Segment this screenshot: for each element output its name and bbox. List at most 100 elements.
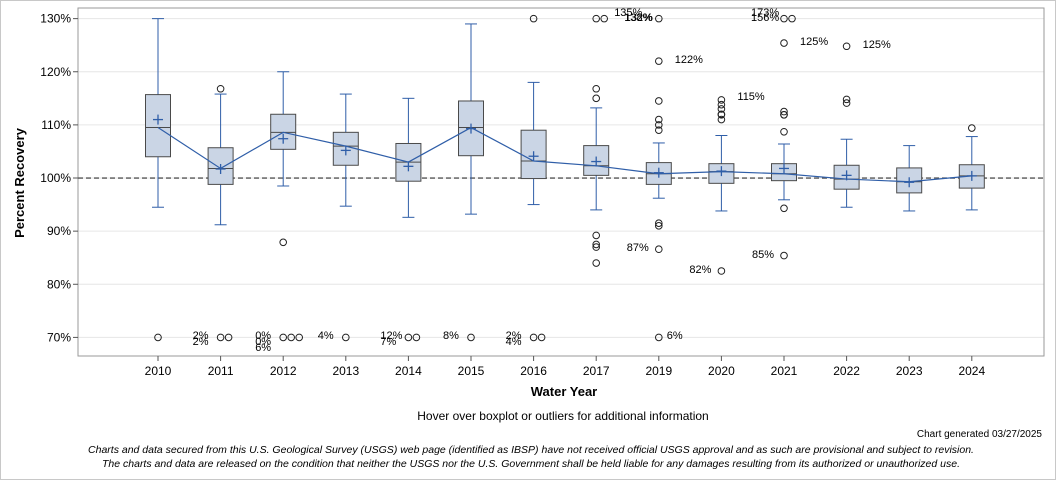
- x-tick-label: 2023: [896, 364, 923, 378]
- box-2013[interactable]: [332, 93, 359, 207]
- outlier-point[interactable]: [842, 99, 851, 107]
- outlier-point[interactable]: [655, 245, 663, 254]
- box-2019[interactable]: [645, 142, 672, 199]
- x-tick-label: 2021: [771, 364, 798, 378]
- y-tick-label: 120%: [40, 65, 71, 79]
- outlier-point[interactable]: [154, 333, 162, 342]
- outlier-annotation: 2%: [192, 336, 209, 349]
- x-tick-label: 2022: [833, 364, 860, 378]
- outlier-point[interactable]: [295, 333, 304, 342]
- outlier-point[interactable]: [655, 333, 663, 342]
- outlier-point[interactable]: [655, 97, 663, 105]
- x-tick-label: 2024: [958, 364, 985, 378]
- plot-area-border: [77, 7, 1045, 357]
- box-2017[interactable]: [583, 107, 610, 211]
- x-tick-label: 2011: [208, 364, 234, 378]
- outlier-point[interactable]: [655, 219, 663, 227]
- outlier-point[interactable]: [780, 127, 788, 136]
- box-2023[interactable]: [896, 145, 923, 212]
- outlier-point[interactable]: [717, 110, 726, 119]
- outlier-annotation: 138%: [624, 11, 653, 24]
- box-2015[interactable]: [458, 23, 484, 215]
- outlier-point[interactable]: [529, 333, 538, 342]
- outlier-annotation: 4%: [505, 336, 522, 349]
- outlier-point[interactable]: [780, 110, 788, 119]
- outlier-point[interactable]: [655, 57, 663, 65]
- outlier-point[interactable]: [655, 121, 663, 129]
- outlier-point[interactable]: [592, 231, 601, 240]
- iqr-box: [458, 100, 484, 157]
- outlier-annotation: 115%: [737, 91, 765, 104]
- outliers[interactable]: [154, 14, 976, 342]
- box-2022[interactable]: [833, 138, 860, 208]
- x-tick-label: 2020: [708, 364, 735, 378]
- outlier-point[interactable]: [655, 115, 663, 124]
- x-tick-label: 2014: [395, 364, 422, 378]
- iqr-box: [145, 94, 171, 158]
- outlier-point[interactable]: [279, 333, 288, 342]
- outlier-point[interactable]: [780, 107, 788, 116]
- outlier-annotation: 0%: [255, 336, 272, 349]
- outlier-point[interactable]: [592, 94, 601, 103]
- outlier-point[interactable]: [717, 96, 726, 104]
- outlier-annotation: 87%: [626, 242, 649, 255]
- outlier-point[interactable]: [592, 84, 601, 93]
- outlier-point[interactable]: [788, 14, 796, 23]
- outlier-point[interactable]: [216, 84, 225, 93]
- outlier-point[interactable]: [412, 333, 421, 342]
- outlier-point[interactable]: [224, 333, 233, 342]
- box-2024[interactable]: [958, 136, 985, 211]
- hover-note: Hover over boxplot or outliers for addit…: [417, 409, 709, 423]
- box-2012[interactable]: [270, 71, 297, 187]
- outlier-point[interactable]: [216, 333, 225, 342]
- outlier-point[interactable]: [780, 251, 788, 260]
- outlier-point[interactable]: [655, 14, 663, 23]
- outlier-point[interactable]: [592, 259, 601, 267]
- x-tick-label: 2017: [583, 364, 610, 378]
- outlier-point[interactable]: [968, 124, 976, 132]
- outlier-point[interactable]: [717, 267, 726, 275]
- outlier-point[interactable]: [529, 14, 538, 23]
- outlier-point[interactable]: [717, 105, 726, 113]
- outlier-point[interactable]: [600, 14, 609, 23]
- box-2021[interactable]: [771, 143, 797, 201]
- y-tick-label: 90%: [47, 224, 71, 238]
- boxplot-chart[interactable]: 70% 80% 90% 100% 110% 120% 130% 2010 2011 2012 201…: [0, 0, 1056, 400]
- outlier-point[interactable]: [717, 115, 726, 124]
- outlier-point[interactable]: [467, 333, 475, 342]
- box-2016[interactable]: [520, 81, 547, 206]
- box-2011[interactable]: [207, 93, 234, 226]
- outlier-point[interactable]: [780, 204, 788, 213]
- outlier-point[interactable]: [655, 126, 663, 134]
- x-tick-label: 2016: [520, 364, 547, 378]
- outlier-annotation: 82%: [689, 263, 712, 276]
- outlier-point[interactable]: [655, 222, 663, 230]
- x-tick-label: 2013: [332, 364, 359, 378]
- iqr-box: [207, 147, 234, 185]
- outlier-point[interactable]: [404, 333, 413, 342]
- chart-generated-date: Chart generated 03/27/2025: [916, 429, 1042, 440]
- outlier-point[interactable]: [279, 238, 288, 247]
- y-tick-label: 110%: [41, 118, 71, 132]
- y-axis-title: Percent Recovery: [12, 127, 27, 238]
- box-2020[interactable]: [708, 135, 735, 212]
- outlier-point[interactable]: [717, 100, 726, 109]
- boxes[interactable]: [145, 18, 985, 226]
- outlier-point[interactable]: [842, 42, 851, 51]
- outlier-annotation: 2%: [192, 330, 209, 343]
- outlier-point[interactable]: [780, 14, 788, 23]
- x-tick-label: 2012: [270, 364, 297, 378]
- outlier-point[interactable]: [592, 240, 601, 249]
- outlier-point[interactable]: [592, 14, 601, 23]
- box-2010[interactable]: [145, 18, 171, 208]
- outlier-annotation: 132%: [624, 11, 653, 24]
- outlier-point[interactable]: [592, 243, 601, 251]
- outlier-point[interactable]: [287, 333, 296, 342]
- outlier-point[interactable]: [842, 95, 851, 104]
- outlier-point[interactable]: [537, 333, 546, 342]
- y-tick-label: 80%: [47, 277, 71, 291]
- outlier-point[interactable]: [342, 333, 350, 342]
- outlier-annotation: 7%: [380, 336, 397, 349]
- outlier-point[interactable]: [780, 39, 788, 47]
- y-tick-label: 130%: [40, 12, 71, 26]
